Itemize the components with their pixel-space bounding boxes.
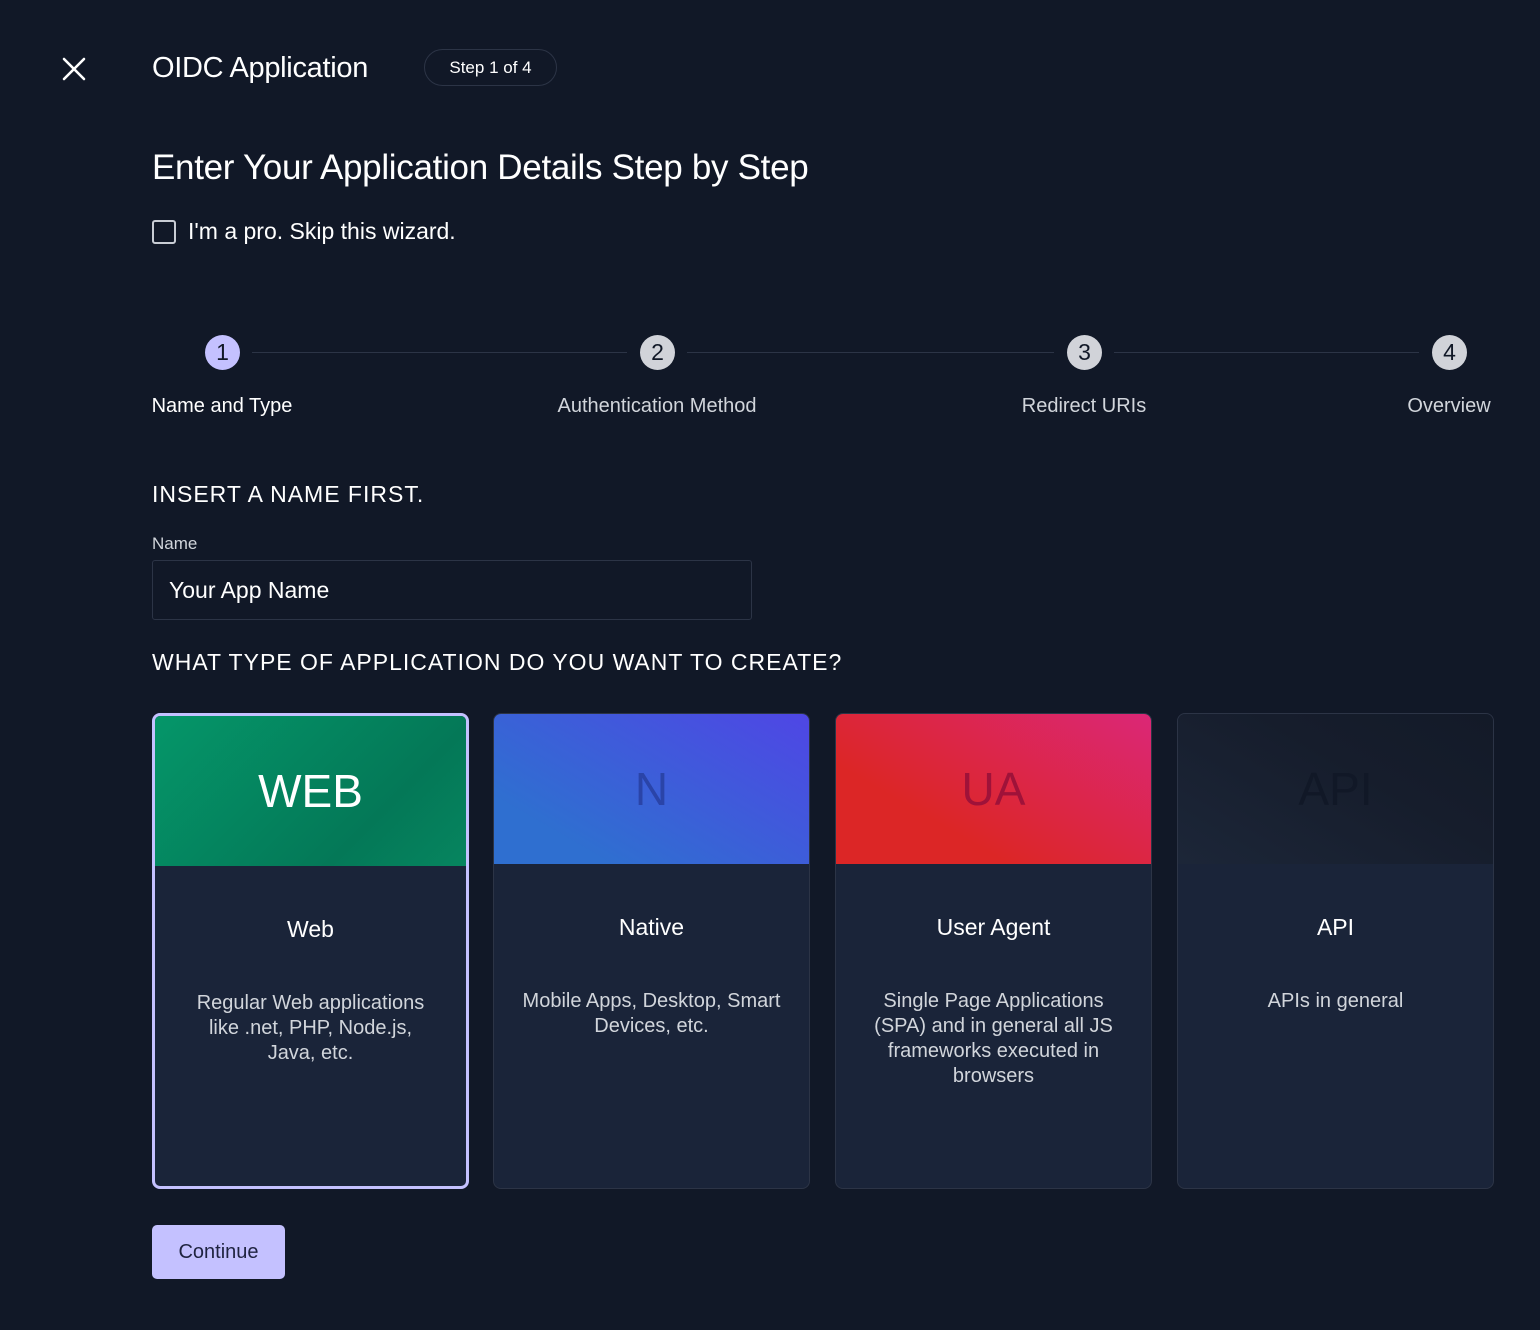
step-connector [252, 352, 627, 353]
card-banner: API [1178, 714, 1493, 864]
name-section-title: INSERT A NAME FIRST. [152, 481, 425, 507]
card-title: User Agent [936, 914, 1051, 940]
card-title: API [1316, 914, 1355, 940]
step-3-circle: 3 [1067, 335, 1102, 370]
app-type-card-native[interactable]: N Native Mobile Apps, Desktop, Smart Dev… [493, 713, 810, 1189]
step-3-label: Redirect URIs [1021, 395, 1147, 417]
type-section-title: WHAT TYPE OF APPLICATION DO YOU WANT TO … [152, 649, 843, 675]
skip-wizard-checkbox[interactable]: I'm a pro. Skip this wizard. [152, 218, 456, 245]
step-2-circle: 2 [640, 335, 675, 370]
card-banner: WEB [155, 716, 466, 866]
step-badge: Step 1 of 4 [424, 49, 557, 86]
skip-wizard-label: I'm a pro. Skip this wizard. [188, 218, 456, 244]
card-description: Mobile Apps, Desktop, Smart Devices, etc… [522, 990, 781, 1037]
card-abbr: WEB [258, 765, 363, 817]
step-connector [687, 352, 1054, 353]
checkbox[interactable] [152, 219, 176, 244]
card-abbr: API [1298, 763, 1373, 815]
step-4-label: Overview [1407, 395, 1491, 417]
card-description: Single Page Applications (SPA) and in ge… [874, 990, 1113, 1087]
step-2-label: Authentication Method [557, 395, 757, 417]
close-icon[interactable] [60, 55, 88, 83]
card-abbr: N [634, 763, 669, 815]
card-description: APIs in general [1267, 990, 1404, 1012]
card-title: Web [287, 916, 334, 942]
card-title: Native [618, 914, 685, 940]
app-type-card-user-agent[interactable]: UA User Agent Single Page Applications (… [835, 713, 1152, 1189]
name-field-label: Name [152, 534, 198, 553]
app-type-card-web[interactable]: WEB Web Regular Web applications like .n… [152, 713, 469, 1189]
step-1-circle: 1 [205, 335, 240, 370]
step-connector [1114, 352, 1419, 353]
page-title: Enter Your Application Details Step by S… [152, 148, 809, 187]
card-banner: N [494, 714, 809, 864]
app-type-card-api[interactable]: API API APIs in general [1177, 713, 1494, 1189]
app-title: OIDC Application [152, 52, 369, 84]
step-1-label: Name and Type [151, 395, 293, 417]
card-abbr: UA [961, 763, 1026, 815]
name-input[interactable] [152, 560, 752, 620]
card-description: Regular Web applications like .net, PHP,… [196, 992, 425, 1064]
continue-button[interactable]: Continue [152, 1225, 285, 1279]
step-4-circle: 4 [1432, 335, 1467, 370]
card-banner: UA [836, 714, 1151, 864]
